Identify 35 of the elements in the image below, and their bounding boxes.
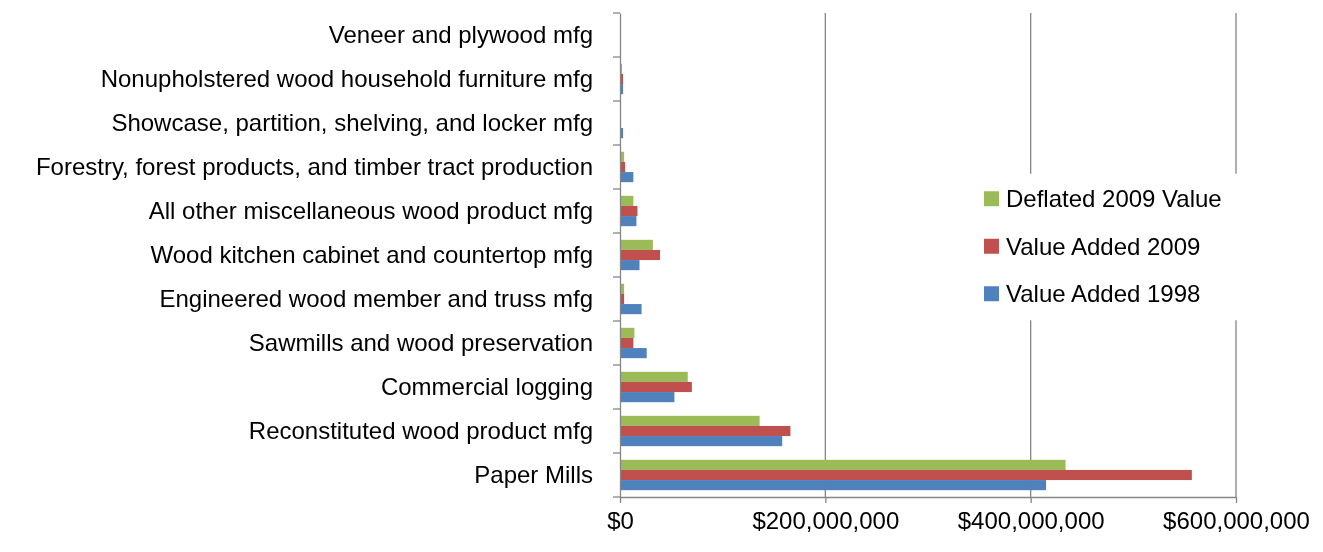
y-tick-label: Reconstituted wood product mfg (248, 416, 593, 444)
y-tick-label: Nonupholstered wood household furniture mfg (100, 64, 593, 92)
y-tick-label: All other miscellaneous wood product mfg (148, 196, 593, 224)
y-tick-label: Wood kitchen cabinet and countertop mfg (150, 240, 593, 268)
x-tick-label: $200,000,000 (752, 507, 900, 535)
legend-label: Value Added 2009 (1006, 232, 1201, 260)
legend-label: Value Added 1998 (1006, 280, 1201, 308)
y-tick-label: Forestry, forest products, and timber tract production (35, 152, 593, 180)
y-tick-label: Veneer and plywood mfg (328, 20, 593, 48)
y-tick-label: Commercial logging (380, 372, 593, 400)
x-tick-label: $400,000,000 (957, 507, 1105, 535)
bar (620, 348, 647, 359)
bar (620, 415, 760, 426)
bar (620, 216, 637, 227)
y-tick-label: Sawmills and wood preservation (248, 328, 593, 356)
bar (620, 239, 653, 250)
y-tick-label: Showcase, partition, shelving, and locker mfg (111, 108, 593, 136)
bar (620, 381, 692, 393)
x-tick-label: $600,000,000 (1163, 507, 1310, 535)
bar (620, 425, 791, 437)
bar (620, 469, 1192, 481)
bar (620, 480, 1047, 491)
bar (620, 260, 640, 271)
bar (620, 304, 642, 315)
bar (620, 392, 675, 403)
bar (620, 371, 688, 382)
bar (620, 436, 783, 447)
bar (620, 327, 635, 338)
bar (620, 459, 1066, 470)
bar (620, 249, 661, 261)
y-tick-label: Paper Mills (474, 460, 593, 488)
bar (620, 205, 638, 217)
x-tick-label: $0 (607, 507, 634, 535)
y-tick-label: Engineered wood member and truss mfg (159, 284, 593, 312)
legend-label: Deflated 2009 Value (1006, 185, 1222, 213)
